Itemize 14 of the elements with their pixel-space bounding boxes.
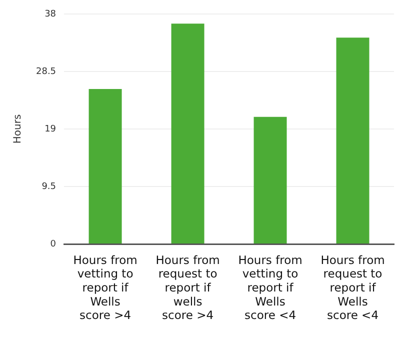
bar [171,24,204,244]
y-tick-label: 38 [44,9,56,20]
bar [88,89,122,244]
x-tick-label: Hours from vetting to report if Wells score >4 [73,252,138,322]
bar [336,38,370,244]
y-axis-title: Hours [12,114,24,144]
bar [254,116,287,244]
y-tick-label: 28.5 [36,66,56,77]
x-tick-label: Hours from request to report if wells score >4 [156,252,220,322]
x-tick-label: Hours from request to report if Wells score <4 [320,252,385,322]
y-tick-label: 9.5 [42,182,56,192]
y-tick-label: 19 [44,124,56,134]
y-tick-label: 0 [50,239,56,250]
x-tick-label: Hours from vetting to report if Wells score <4 [238,252,302,322]
